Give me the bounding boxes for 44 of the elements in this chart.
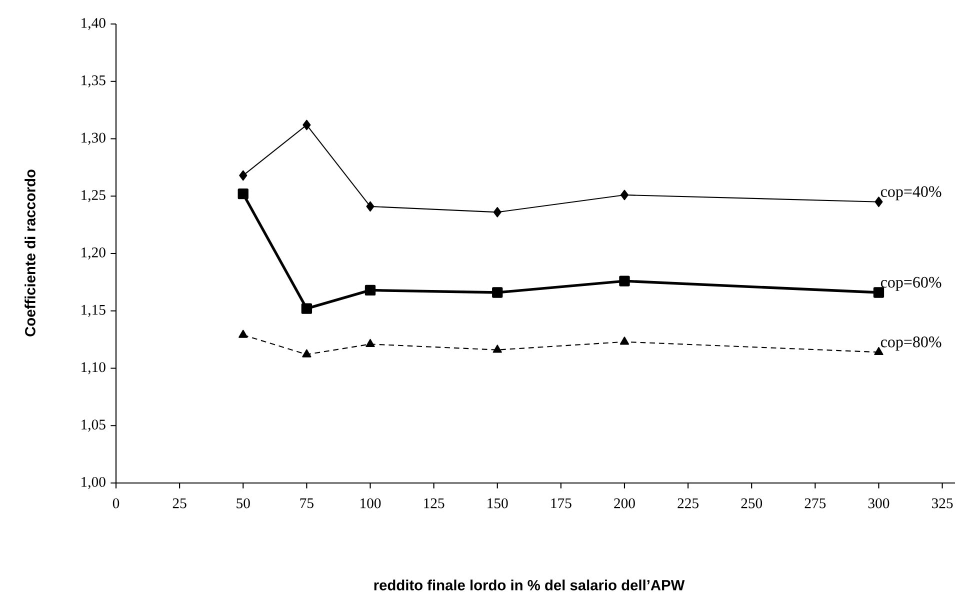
point — [492, 287, 503, 298]
y-tick-label: 1,10 — [82, 362, 106, 374]
y-tick-label: 1,00 — [82, 476, 106, 489]
y-axis-title: Coefficiente di raccordo — [24, 170, 36, 336]
y-tick-label: 1,20 — [82, 247, 106, 260]
point — [366, 201, 374, 212]
x-tick-label: 250 — [741, 498, 762, 508]
point — [238, 188, 248, 200]
point — [492, 344, 502, 353]
point — [874, 196, 883, 208]
y-tick-label: 1,30 — [82, 132, 106, 145]
point — [302, 349, 312, 358]
x-tick-label: 125 — [424, 498, 444, 508]
series-label: cop=80% — [880, 336, 942, 351]
x-tick-label: 300 — [868, 498, 890, 508]
y-tick-label: 1,05 — [82, 420, 106, 432]
x-tick-label: 275 — [804, 498, 826, 508]
x-tick-label: 325 — [932, 498, 953, 508]
y-tick-label: 1,25 — [82, 190, 106, 202]
series-label: cop=60% — [880, 276, 942, 291]
x-tick-label: 75 — [300, 498, 314, 508]
point — [364, 284, 376, 296]
y-tick-label: 1,40 — [82, 18, 106, 30]
point — [238, 330, 248, 338]
point — [620, 336, 630, 345]
point — [239, 170, 248, 181]
x-axis-title: reddito finale lordo in % del salario dell’APW — [374, 580, 685, 590]
x-tick-label: 150 — [488, 498, 508, 508]
point — [619, 276, 630, 286]
point — [301, 303, 312, 314]
point — [366, 338, 375, 348]
y-tick-label: 1,35 — [82, 75, 106, 88]
point — [620, 190, 629, 200]
point — [493, 206, 502, 218]
x-tick-label: 25 — [172, 498, 186, 508]
x-tick-label: 50 — [236, 498, 250, 508]
x-tick-label: 100 — [360, 498, 381, 508]
x-tick-label: 175 — [551, 498, 572, 508]
series-label: cop=40% — [880, 186, 942, 200]
point — [302, 120, 311, 130]
y-tick-label: 1,15 — [82, 304, 106, 317]
x-tick-label: 200 — [614, 498, 635, 508]
x-tick-label: 225 — [678, 498, 698, 508]
x-tick-label: 0 — [112, 498, 120, 508]
